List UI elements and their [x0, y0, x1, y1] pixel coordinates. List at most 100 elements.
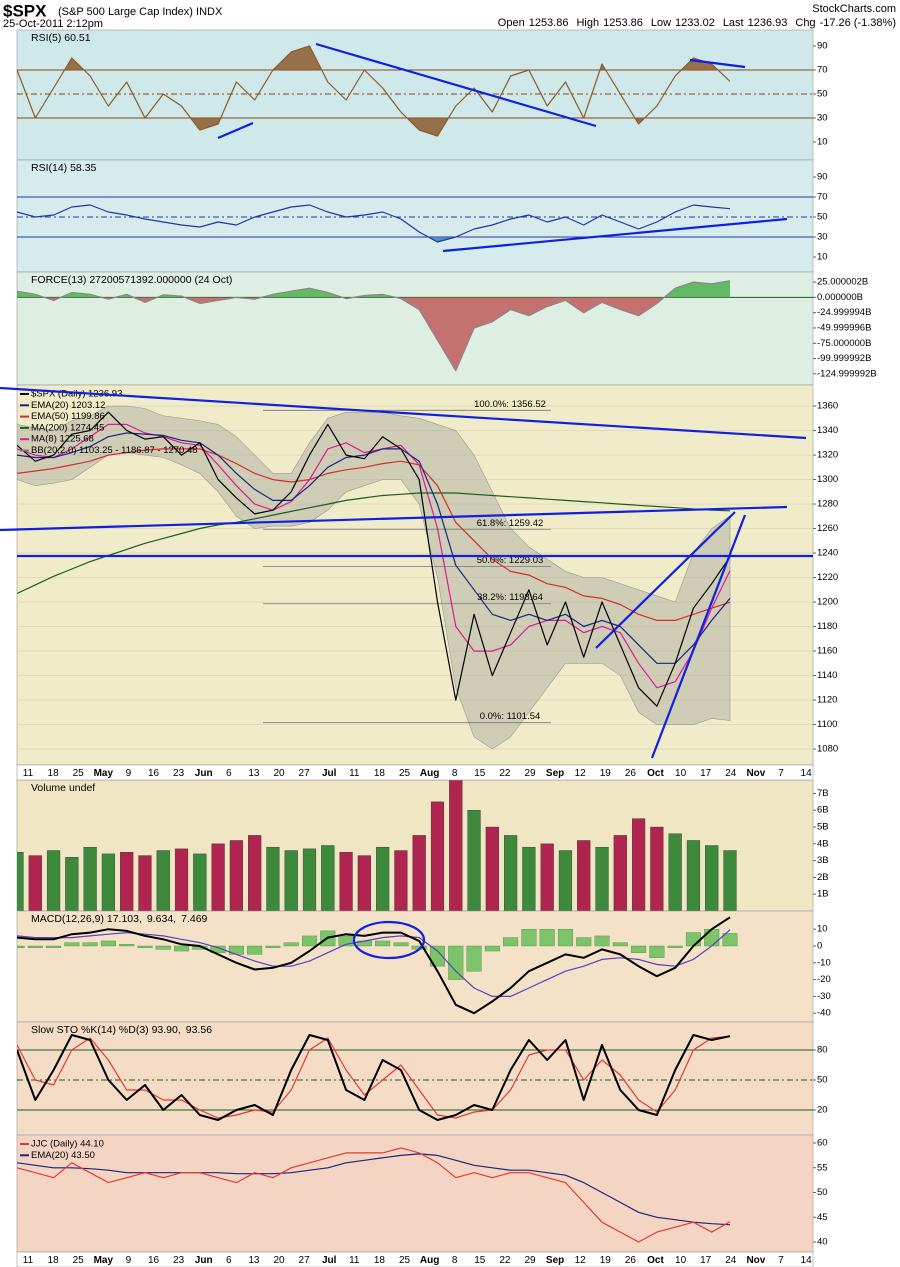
x-tick-label: Sep: [546, 768, 564, 779]
volume-bar: [138, 855, 152, 911]
histogram-bar: [704, 929, 720, 947]
y-tick-label: 10: [817, 137, 828, 148]
x-tick-label: Jul: [322, 768, 337, 779]
x-tick-label: 25: [73, 1255, 85, 1266]
x-tick-label: 25: [399, 768, 411, 779]
volume-bar: [595, 846, 609, 911]
index-name: (S&P 500 Large Cap Index): [58, 6, 193, 18]
volume-bar: [266, 846, 280, 911]
volume-bar: [248, 835, 262, 911]
trendline: [315, 42, 597, 128]
volume-bar: [193, 853, 207, 911]
y-tick-label: 70: [817, 65, 828, 76]
trendline: [0, 386, 807, 440]
y-tick-label: 3B: [817, 855, 829, 866]
histogram-bar: [722, 933, 738, 947]
volume-bar: [28, 855, 42, 911]
x-tick-label: 17: [700, 1255, 712, 1266]
quote-label: Last: [723, 17, 744, 29]
histogram-bar: [557, 929, 573, 947]
y-tick-label: 30: [817, 232, 828, 243]
x-axis-band: [16, 764, 814, 781]
histogram-bar: [667, 945, 683, 948]
volume-bar: [504, 835, 518, 911]
x-tick-label: 11: [349, 1255, 360, 1266]
y-tick-label: 10: [817, 924, 828, 935]
x-tick-label: Nov: [746, 1255, 765, 1266]
histogram-bar: [631, 945, 647, 953]
panel-plot: [17, 196, 813, 243]
y-tick-label: 7B: [817, 788, 829, 799]
x-tick-label: Sep: [546, 1255, 564, 1266]
y-tick-label: 0: [817, 941, 822, 952]
x-tick-label: Jul: [322, 1255, 337, 1266]
volume-bar: [631, 818, 646, 911]
histogram-bar: [155, 945, 171, 950]
volume-bar: [229, 840, 243, 911]
volume-bar: [558, 850, 573, 911]
quote-value: 1236.93: [748, 17, 788, 29]
y-tick-label: -30: [817, 991, 831, 1002]
y-tick-label: -20: [817, 974, 831, 985]
panel-background: [16, 1134, 814, 1253]
y-tick-label: 70: [817, 192, 828, 203]
x-tick-label: 20: [273, 768, 285, 779]
y-tick-label: 4B: [817, 838, 829, 849]
x-tick-label: 24: [725, 1255, 737, 1266]
exchange: INDX: [196, 6, 223, 18]
panel: 1080 1100 1120 1140 1160 1180 1200 1220 1240 1260…: [16, 384, 838, 766]
quote-label: Chg: [795, 17, 815, 29]
y-tick-label: 50: [817, 89, 828, 100]
y-tick-label: 1180: [817, 621, 837, 632]
x-tick-label: Jun: [195, 1255, 213, 1266]
y-tick-label: 1280: [817, 499, 838, 510]
x-tick-label: Aug: [420, 768, 439, 779]
histogram-bar: [283, 942, 299, 947]
y-tick-label: -99.999992B: [817, 353, 871, 364]
histogram-bar: [685, 932, 701, 947]
legend-entry: EMA(20) 43.50: [31, 1150, 95, 1161]
panel-background: [16, 910, 814, 1023]
volume-bar: [339, 852, 353, 911]
histogram-bar: [612, 942, 628, 947]
y-tick-label: 45: [817, 1212, 828, 1223]
x-tick-label: 18: [48, 1255, 60, 1266]
legend-entry: MACD(12,26,9) 17.103,: [31, 913, 142, 925]
volume-bar: [723, 850, 737, 911]
legend-entry: JJC (Daily) 44.10: [31, 1139, 104, 1150]
x-tick-label: 27: [299, 1255, 311, 1266]
legend-entry: EMA(20) 1203.12: [31, 400, 105, 411]
panel: 90 70 50 30 10 RSI(14) 58.35: [16, 159, 828, 273]
bollinger-band: [17, 405, 731, 750]
x-tick-label: 7: [778, 1255, 784, 1266]
highlight-ellipse: [352, 920, 426, 960]
panel-plot: [17, 916, 738, 1015]
legend-entry: Slow STO %K(14) %D(3) 93.90,: [31, 1024, 181, 1036]
volume-bar: [449, 780, 463, 911]
y-tick-label: 1160: [817, 646, 837, 657]
y-tick-label: 1260: [817, 523, 838, 534]
histogram-bar: [100, 940, 116, 947]
y-tick-label: 90: [817, 41, 828, 52]
histogram-bar: [265, 945, 281, 948]
y-tick-label: 50: [817, 212, 828, 223]
legend-entry: RSI(14) 58.35: [31, 162, 97, 174]
histogram-bar: [64, 942, 80, 947]
histogram-bar: [576, 937, 592, 947]
y-tick-label: 80: [817, 1045, 828, 1056]
volume-bar: [46, 850, 61, 911]
histogram-bar: [539, 929, 555, 947]
x-tick-label: 11: [349, 768, 360, 779]
panel-plot: [17, 780, 737, 911]
symbol-name: (S&P 500 Large Cap Index) INDX: [58, 6, 223, 18]
x-tick-label: 19: [600, 1255, 612, 1266]
panel-background: [16, 29, 814, 161]
histogram-bar: [393, 942, 409, 947]
x-tick-label: May: [94, 768, 114, 779]
y-tick-label: 25.000002B: [817, 277, 868, 288]
volume-bar: [302, 848, 317, 911]
y-tick-label: 1200: [817, 597, 838, 608]
x-tick-label: Nov: [746, 768, 765, 779]
x-tick-label: 18: [48, 768, 60, 779]
